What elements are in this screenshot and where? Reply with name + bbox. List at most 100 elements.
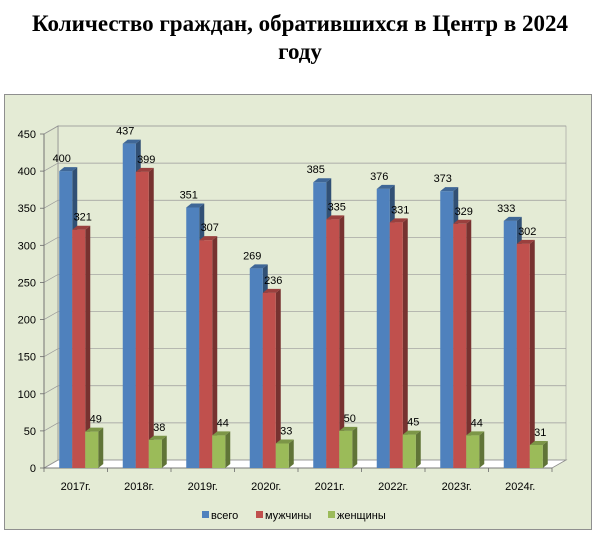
bar-side [479,431,485,468]
bar-front [72,229,86,468]
y-axis: 0 50 100 150 200 250 300 350 400 450 [18,129,45,475]
bar [135,167,154,468]
y-tick-label: 150 [18,352,36,364]
bars [59,139,548,469]
bar-top [440,187,459,192]
legend: всего мужчины женщины [202,510,386,522]
bar-front [313,182,327,468]
data-label: 385 [307,164,325,176]
bar-front [262,292,276,468]
chart-title-line-2: году [278,39,322,64]
bar-front [59,171,73,468]
bar-front [186,207,200,469]
bar [148,435,167,468]
bar-top [339,426,358,431]
bar [212,431,231,468]
bar-side [98,427,104,468]
bar-front [376,188,390,468]
bar [466,431,485,468]
legend-item: мужчины [256,510,311,522]
data-label: 335 [328,201,346,213]
data-labels: 400 321 49 437 399 38 351 307 44 269 236 33 385 335 50… [53,126,547,439]
bar-top [72,225,91,230]
side-wall [43,125,59,469]
legend-item: всего [202,510,238,522]
data-label: 331 [391,204,409,216]
data-label: 399 [137,154,155,166]
bar-front [326,219,340,468]
bar-side [415,430,421,468]
data-label: 31 [534,427,546,439]
y-tick-label: 200 [18,315,36,327]
floor [42,459,568,469]
data-label: 50 [344,413,356,425]
bar-top [529,440,548,445]
bar-front [339,430,353,468]
bar-front [135,171,149,468]
data-label: 302 [518,226,536,238]
x-tick-label: 2023г. [442,481,472,493]
bar-top [376,184,395,189]
bar-top [148,435,167,440]
bar-front [440,191,454,468]
bar-front [466,435,480,468]
chart-title: Количество граждан, обратившихся в Центр… [0,10,600,66]
legend-swatch [256,511,263,518]
gridline [43,125,566,135]
bar-side [402,218,408,468]
x-tick-label: 2018г. [124,481,154,493]
bar-front [402,434,416,468]
legend-label: женщины [337,510,386,522]
x-tick-label: 2017г. [61,481,91,493]
y-tick-label: 100 [18,389,36,401]
legend-label: всего [211,510,238,522]
data-label: 236 [264,275,282,287]
data-label: 400 [53,153,71,165]
legend-label: мужчины [265,510,311,522]
gridline [43,199,566,209]
bar-top [516,239,535,244]
data-label: 49 [90,414,102,426]
legend-item: женщины [328,510,386,522]
bar-front [212,435,226,468]
y-tick-label: 450 [18,129,36,141]
bar-top [466,431,485,436]
bar-top [122,139,141,144]
data-label: 44 [217,417,229,429]
data-label: 38 [153,422,165,434]
y-tick-label: 350 [18,203,36,215]
bar-front [199,240,213,468]
bar [262,288,281,468]
bar-side [275,288,281,468]
bar [326,215,345,468]
bar [516,239,535,468]
bar-top [249,264,268,269]
bar-front [389,222,403,468]
bar [339,426,358,468]
bar-side [161,435,167,468]
bar-front [85,431,99,468]
bar-front [122,143,136,468]
bar-top [59,167,78,172]
bar-front [529,444,543,468]
x-tick-label: 2019г. [188,481,218,493]
bar-front [275,443,289,468]
bar-side [529,239,535,468]
bar-top [275,439,294,444]
bar-side [542,440,548,468]
bar-top [262,288,281,293]
data-label: 376 [370,171,388,183]
data-label: 33 [280,426,292,438]
data-label: 333 [497,203,515,215]
bar [275,439,294,468]
bar [453,219,472,468]
bar-side [212,236,218,468]
bar-top [326,215,345,220]
bar [199,236,218,468]
data-label: 351 [180,189,198,201]
x-tick-label: 2024г. [505,481,535,493]
y-tick-label: 0 [30,463,36,475]
bar-top [85,427,104,432]
y-tick-label: 250 [18,277,36,289]
